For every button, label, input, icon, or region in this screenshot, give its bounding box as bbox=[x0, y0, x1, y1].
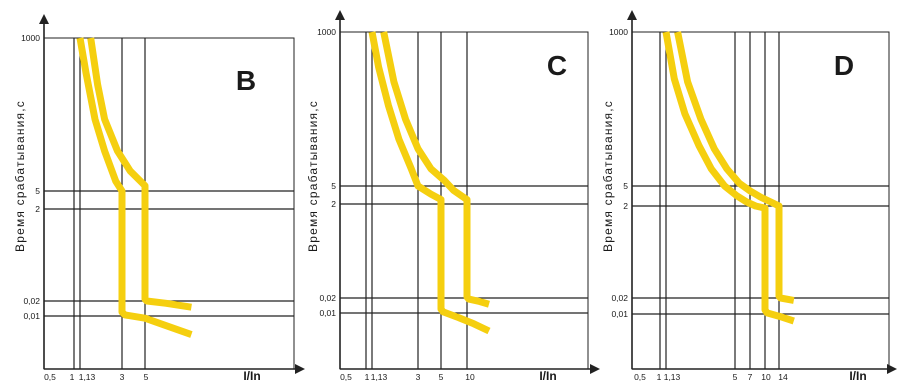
chart-d-curve-lower bbox=[662, 31, 795, 325]
chart-b-y-tick-label: 0,02 bbox=[23, 296, 40, 306]
chart-d-y-tick-label: 0,01 bbox=[611, 309, 628, 319]
chart-d-y-tick-label: 1000 bbox=[609, 27, 628, 37]
chart-d-x-tick-label: 1 bbox=[657, 372, 662, 382]
chart-b-y-tick-label: 1000 bbox=[21, 33, 40, 43]
chart-d-y-tick-label: 2 bbox=[623, 201, 628, 211]
chart-d-y-tick-label: 5 bbox=[623, 181, 628, 191]
chart-d-x-label: I/In bbox=[849, 369, 866, 383]
chart-c-x-tick-label: 3 bbox=[416, 372, 421, 382]
chart-d-x-tick-label: 0,5 bbox=[634, 372, 646, 382]
chart-b-title: B bbox=[236, 65, 256, 96]
chart-c-title: C bbox=[547, 50, 567, 81]
chart-b-y-axis-arrow bbox=[39, 14, 49, 24]
chart-c-y-tick-label: 5 bbox=[331, 181, 336, 191]
chart-b-x-tick-label: 0,5 bbox=[44, 372, 56, 382]
chart-c-x-axis-arrow bbox=[590, 364, 600, 374]
chart-d-y-axis-arrow bbox=[627, 10, 637, 20]
chart-c-x-tick-label: 1 bbox=[365, 372, 370, 382]
chart-b-x-tick-label: 3 bbox=[120, 372, 125, 382]
chart-d-y-label: Время срабатывания,с bbox=[601, 100, 615, 252]
chart-c-y-tick-label: 0,01 bbox=[319, 308, 336, 318]
chart-b-x-axis-arrow bbox=[295, 364, 305, 374]
chart-b-y-tick-label: 5 bbox=[35, 186, 40, 196]
chart-b-plot-frame bbox=[43, 37, 295, 370]
chart-c-x-tick-label: 5 bbox=[439, 372, 444, 382]
chart-b-x-tick-label: 1 bbox=[70, 372, 75, 382]
chart-d-x-tick-label: 10 bbox=[761, 372, 771, 382]
chart-d-curve-upper bbox=[674, 31, 795, 304]
chart-b-y-label: Время срабатывания,с bbox=[13, 100, 27, 252]
chart-b-y-tick-label: 0,01 bbox=[23, 311, 40, 321]
chart-b-y-tick-label: 2 bbox=[35, 204, 40, 214]
chart-d-x-tick-label: 1,13 bbox=[664, 372, 681, 382]
chart-d-x-tick-label: 7 bbox=[748, 372, 753, 382]
chart-d-x-tick-label: 14 bbox=[778, 372, 788, 382]
chart-d-y-tick-label: 0,02 bbox=[611, 293, 628, 303]
chart-c-y-tick-label: 0,02 bbox=[319, 293, 336, 303]
chart-c-curve-lower bbox=[368, 31, 491, 335]
chart-d-x-axis-arrow bbox=[887, 364, 897, 374]
chart-c-curve-upper bbox=[380, 31, 490, 308]
chart-b-x-label: I/In bbox=[243, 369, 260, 383]
chart-c-x-tick-label: 0,5 bbox=[340, 372, 352, 382]
chart-c-x-tick-label: 1,13 bbox=[371, 372, 388, 382]
chart-c-x-tick-label: 10 bbox=[465, 372, 475, 382]
chart-c-x-label: I/In bbox=[539, 369, 556, 383]
chart-c-y-tick-label: 1000 bbox=[317, 27, 336, 37]
chart-d-x-tick-label: 5 bbox=[733, 372, 738, 382]
chart-b-curve-upper bbox=[87, 37, 192, 311]
chart-b-curve-lower bbox=[76, 37, 193, 338]
chart-d-title: D bbox=[834, 50, 854, 81]
chart-c-y-tick-label: 2 bbox=[331, 199, 336, 209]
chart-c-y-axis-arrow bbox=[335, 10, 345, 20]
chart-b-x-tick-label: 1,13 bbox=[79, 372, 96, 382]
chart-c-y-label: Время срабатывания,с bbox=[306, 100, 320, 252]
chart-b-x-tick-label: 5 bbox=[144, 372, 149, 382]
